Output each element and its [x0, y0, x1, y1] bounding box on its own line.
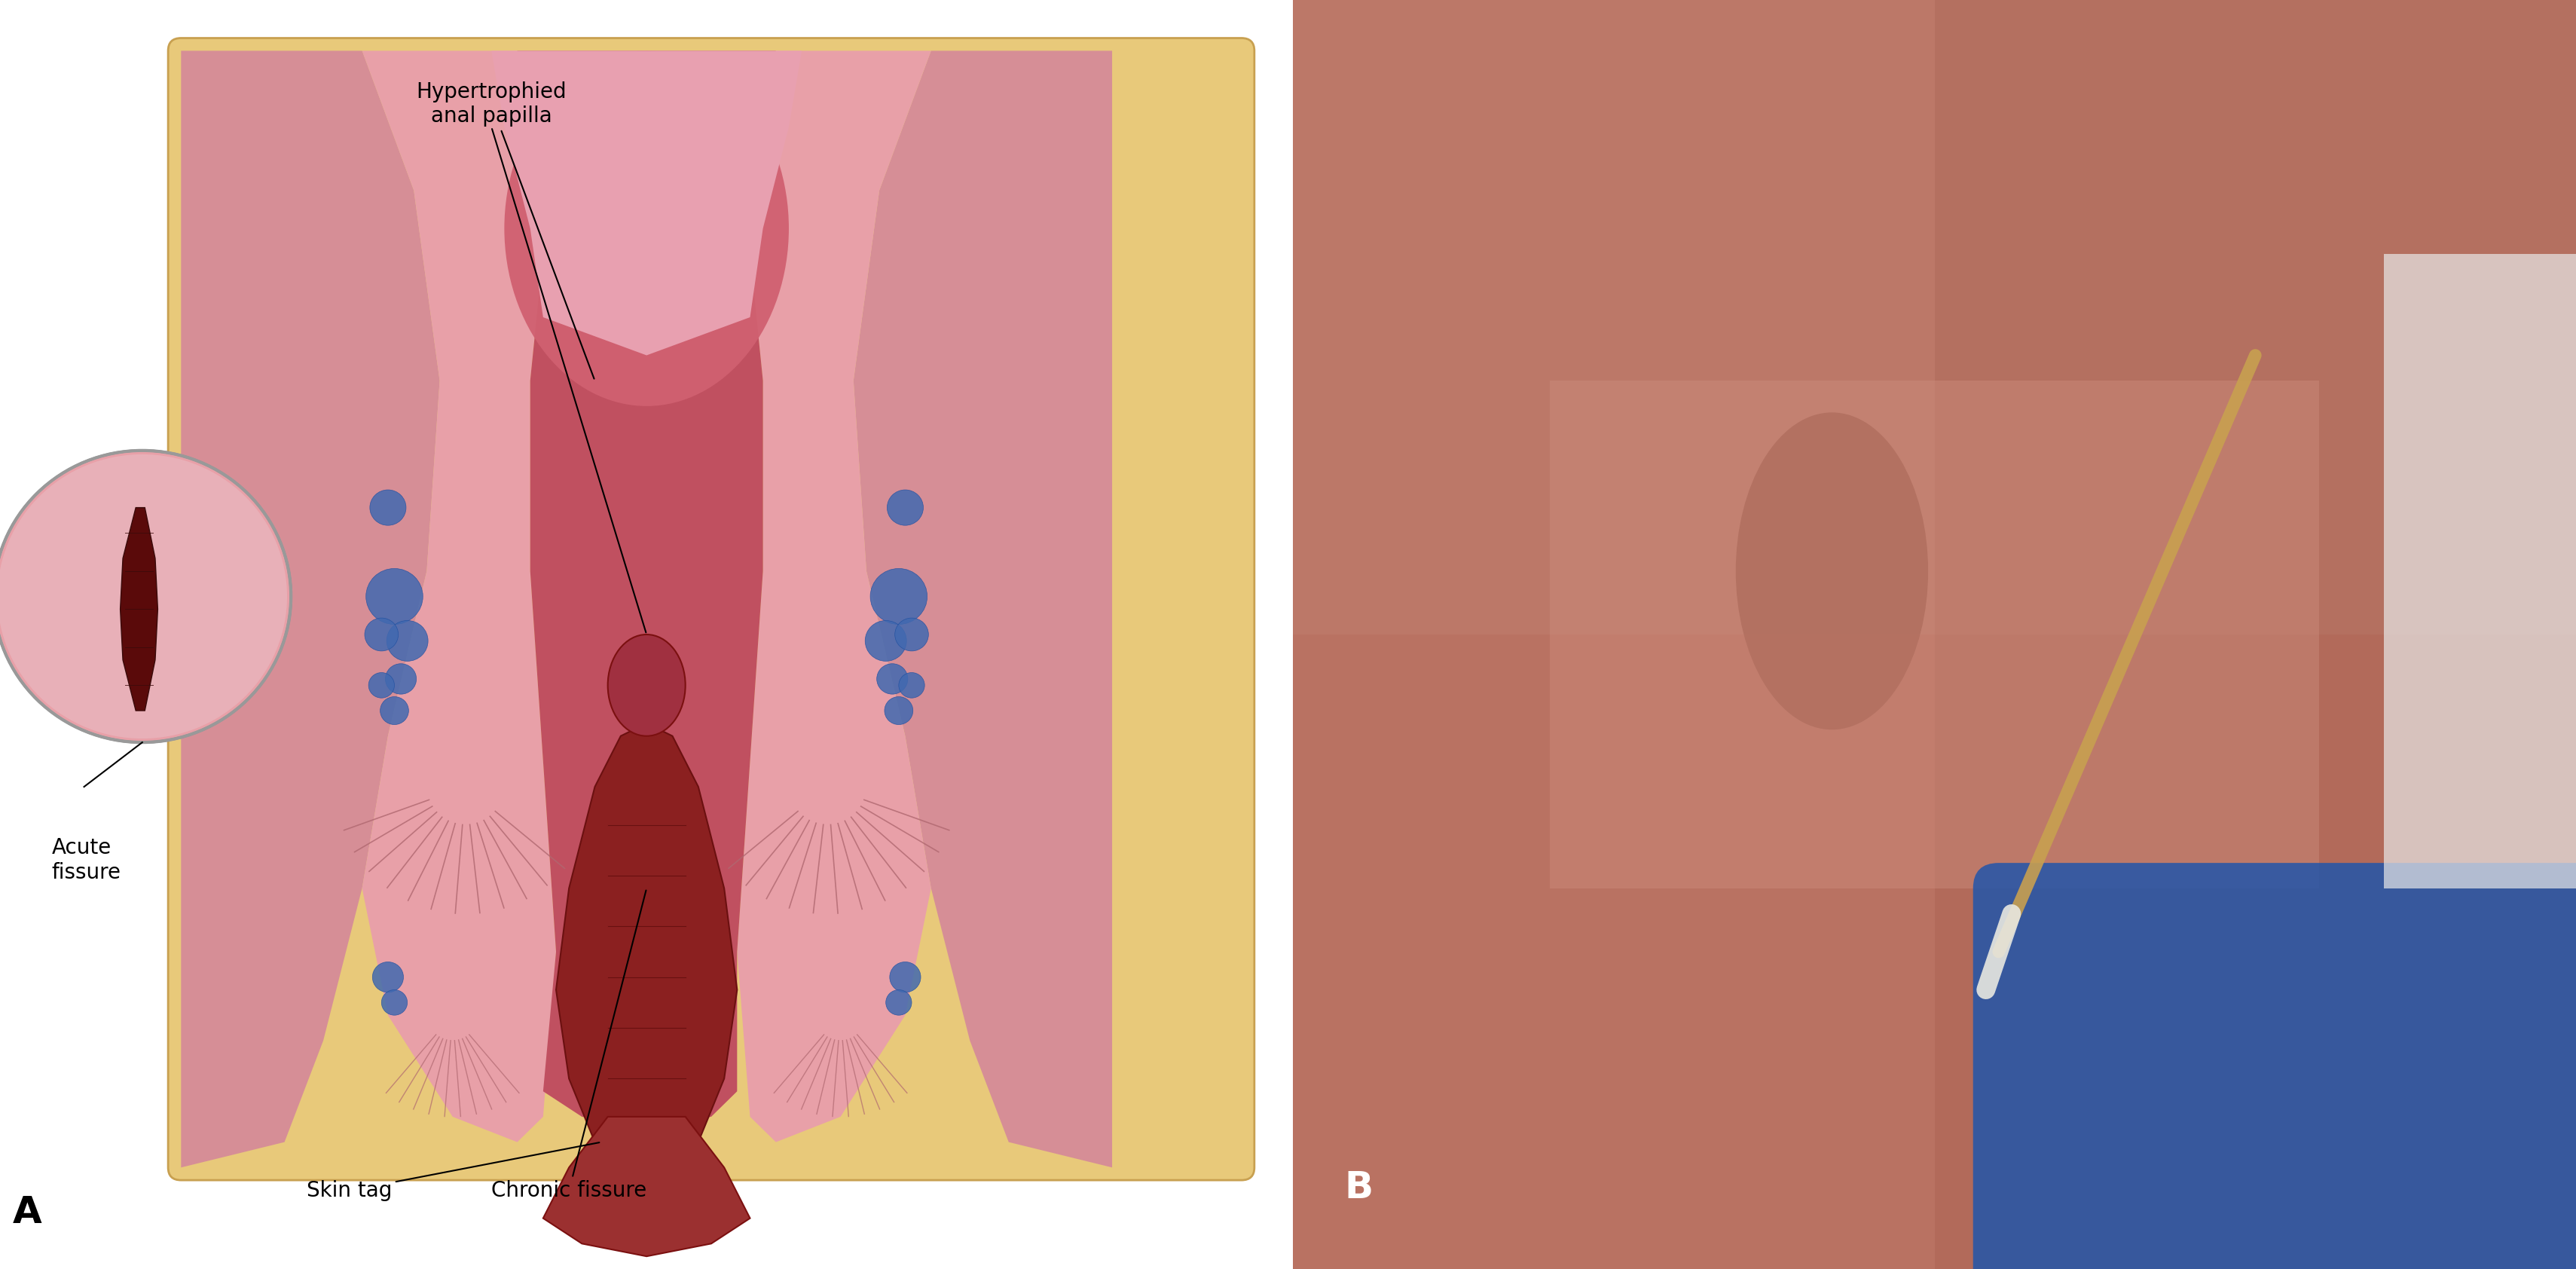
Polygon shape	[853, 51, 1113, 1167]
Circle shape	[366, 569, 422, 624]
Polygon shape	[363, 51, 556, 1142]
Polygon shape	[492, 51, 801, 355]
Circle shape	[899, 673, 925, 698]
Circle shape	[889, 962, 920, 992]
Text: Chronic fissure: Chronic fissure	[492, 891, 647, 1202]
FancyBboxPatch shape	[1973, 863, 2576, 1269]
Polygon shape	[518, 51, 775, 1129]
Polygon shape	[180, 51, 440, 1167]
Circle shape	[386, 621, 428, 661]
Polygon shape	[544, 1117, 750, 1256]
Circle shape	[371, 490, 407, 525]
Circle shape	[886, 990, 912, 1015]
Circle shape	[374, 962, 404, 992]
Ellipse shape	[505, 51, 788, 406]
Polygon shape	[737, 51, 930, 1142]
FancyBboxPatch shape	[1935, 634, 2576, 1269]
Text: Hypertrophied
anal papilla: Hypertrophied anal papilla	[417, 81, 595, 378]
Circle shape	[894, 618, 927, 651]
Circle shape	[368, 673, 394, 698]
Circle shape	[381, 990, 407, 1015]
Circle shape	[0, 454, 286, 739]
FancyBboxPatch shape	[1551, 381, 2318, 888]
Circle shape	[866, 621, 907, 661]
Text: B: B	[1345, 1169, 1373, 1206]
FancyBboxPatch shape	[1293, 0, 1935, 634]
Circle shape	[871, 569, 927, 624]
Text: A: A	[13, 1194, 41, 1231]
FancyBboxPatch shape	[1935, 0, 2576, 634]
FancyBboxPatch shape	[2383, 254, 2576, 888]
Text: Acute
fissure: Acute fissure	[52, 838, 121, 883]
Circle shape	[381, 697, 410, 725]
FancyBboxPatch shape	[167, 38, 1255, 1180]
Polygon shape	[556, 723, 737, 1167]
Polygon shape	[121, 508, 157, 711]
Circle shape	[876, 664, 907, 694]
Text: Skin tag: Skin tag	[307, 1142, 600, 1202]
Ellipse shape	[608, 634, 685, 736]
Circle shape	[386, 664, 417, 694]
Circle shape	[366, 618, 399, 651]
Ellipse shape	[1736, 412, 1929, 730]
Circle shape	[0, 450, 291, 742]
FancyBboxPatch shape	[1293, 634, 1935, 1269]
FancyBboxPatch shape	[1293, 0, 2576, 1269]
Circle shape	[884, 697, 912, 725]
Circle shape	[886, 490, 922, 525]
